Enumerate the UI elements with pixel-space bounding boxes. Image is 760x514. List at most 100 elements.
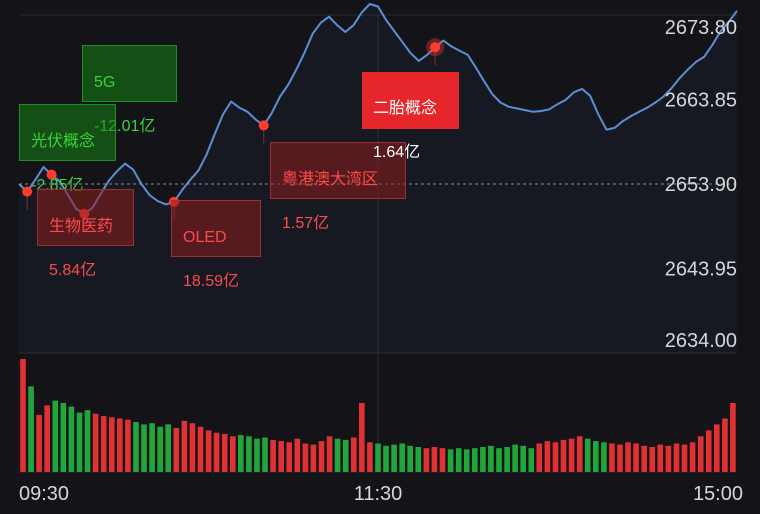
annotation-5g-label: 5G: [94, 74, 116, 91]
annotation-marker[interactable]: [22, 186, 33, 197]
volume-bar: [472, 448, 478, 472]
volume-bar: [584, 438, 591, 472]
volume-bar: [633, 443, 639, 472]
volume-bar: [431, 447, 438, 472]
volume-bar: [302, 443, 309, 472]
volume-bar: [617, 444, 623, 472]
price-label-bottom: 2634.00: [665, 330, 737, 352]
volume-bar: [528, 448, 535, 472]
volume-bar: [367, 442, 373, 472]
volume-bar: [76, 412, 83, 472]
annotation-oled[interactable]: OLED 18.59亿: [171, 200, 261, 290]
volume-bar: [399, 443, 405, 472]
volume-bar: [415, 447, 422, 472]
time-label-noon: 11:30: [354, 483, 403, 505]
price-label-4: 2643.95: [665, 259, 737, 281]
volume-bar: [536, 443, 543, 472]
volume-bar: [52, 400, 59, 472]
volume-bar: [359, 403, 365, 472]
volume-bar: [109, 417, 115, 472]
volume-bar: [423, 448, 430, 472]
volume-bar: [351, 437, 357, 472]
volume-bar: [665, 445, 672, 472]
volume-bar: [100, 416, 107, 472]
volume-bar: [649, 447, 656, 472]
volume-bar: [141, 424, 147, 472]
volume-bar: [407, 445, 413, 472]
volume-bar: [310, 444, 317, 472]
volume-bar: [488, 445, 494, 472]
volume-bar: [383, 445, 389, 472]
annotation-second-child[interactable]: 二胎概念 1.64亿: [362, 72, 459, 161]
volume-bar: [286, 442, 292, 472]
volume-bar: [609, 443, 615, 472]
volume-bar: [149, 423, 155, 472]
annotation-marker[interactable]: [430, 42, 441, 53]
volume-bar: [568, 438, 575, 472]
annotation-greater-bay-area-label: 粤港澳大湾区: [282, 171, 379, 188]
annotation-oled-value: 18.59亿: [183, 273, 240, 290]
volume-bar: [125, 419, 131, 472]
volume-bar: [714, 424, 720, 472]
price-label-top: 2673.80: [665, 17, 737, 39]
annotation-5g[interactable]: 5G -12.01亿: [82, 45, 177, 135]
volume-bar: [391, 444, 397, 472]
volume-bar: [439, 448, 446, 472]
volume-bar: [197, 426, 204, 472]
volume-bar: [246, 436, 252, 472]
volume-bar: [254, 438, 260, 472]
volume-bar: [28, 386, 34, 472]
volume-bar: [504, 447, 510, 472]
volume-bar: [544, 441, 551, 472]
price-label-mid: 2653.90: [665, 174, 737, 196]
annotation-photovoltaic[interactable]: 光伏概念 -2.85亿: [19, 104, 116, 194]
volume-bar: [601, 442, 607, 472]
volume-bar: [326, 436, 333, 472]
volume-bar: [20, 359, 26, 472]
volume-bar: [60, 403, 67, 472]
volume-bar: [262, 437, 268, 472]
volume-bar: [173, 428, 180, 472]
volume-bar: [133, 422, 139, 472]
price-label-2: 2663.85: [665, 90, 737, 112]
volume-bar: [318, 441, 325, 472]
time-label-close: 15:00: [693, 483, 743, 505]
annotation-second-child-value: 1.64亿: [373, 144, 421, 161]
annotation-marker[interactable]: [46, 169, 57, 180]
volume-bar: [552, 442, 559, 472]
annotation-photovoltaic-label: 光伏概念: [31, 133, 96, 150]
volume-bar: [189, 423, 196, 472]
annotation-biomedicine[interactable]: 生物医药 5.84亿: [37, 189, 134, 279]
volume-bar: [221, 433, 228, 472]
volume-bars: [20, 359, 736, 472]
volume-bar: [455, 448, 462, 472]
volume-bar: [270, 439, 276, 472]
volume-bar: [447, 449, 454, 472]
volume-bar: [44, 405, 50, 472]
volume-bar: [92, 413, 99, 472]
volume-bar: [689, 442, 696, 472]
volume-bar: [68, 406, 75, 472]
volume-bar: [560, 439, 567, 472]
volume-bar: [512, 444, 518, 472]
volume-bar: [641, 445, 647, 472]
volume-bar: [117, 418, 123, 472]
volume-bar: [463, 449, 470, 472]
volume-bar: [730, 403, 736, 472]
annotation-marker[interactable]: [258, 120, 269, 131]
volume-bar: [36, 414, 42, 472]
time-label-open: 09:30: [19, 483, 69, 505]
volume-bar: [480, 447, 486, 472]
volume-bar: [681, 444, 688, 472]
annotation-greater-bay-area[interactable]: 粤港澳大湾区 1.57亿: [270, 142, 406, 232]
volume-bar: [520, 445, 526, 472]
volume-bar: [205, 430, 212, 472]
volume-bar: [294, 438, 301, 472]
volume-bar: [697, 436, 704, 472]
volume-bar: [576, 436, 583, 472]
volume-bar: [673, 443, 680, 472]
price-line: [18, 3, 738, 215]
volume-bar: [181, 420, 188, 472]
volume-bar: [593, 441, 599, 472]
volume-bar: [342, 439, 349, 472]
